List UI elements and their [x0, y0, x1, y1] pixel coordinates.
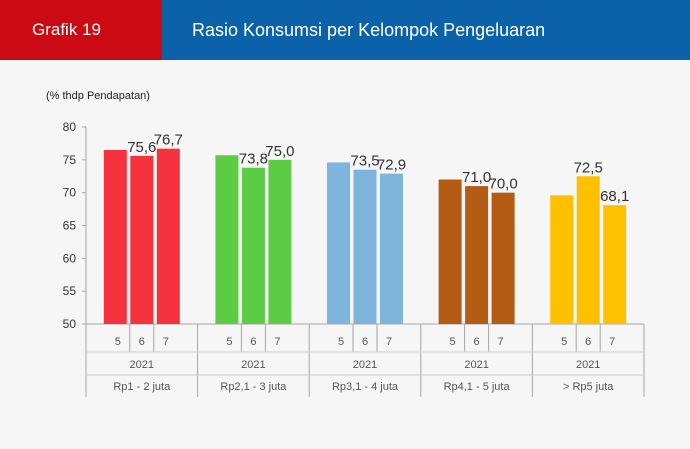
y-tick-label: 70: [63, 186, 77, 200]
figure-number-label: Grafik 19: [0, 0, 162, 60]
y-tick-label: 80: [63, 120, 77, 134]
bar: [550, 195, 574, 324]
bar: [576, 176, 600, 324]
y-tick-label: 65: [63, 219, 77, 233]
data-label: 73,8: [239, 151, 268, 168]
x-tick-label: 5: [450, 336, 456, 348]
x-tick-label: 6: [362, 336, 368, 348]
x-tick-label: 6: [250, 336, 256, 348]
bar: [353, 169, 377, 324]
bar: [327, 162, 350, 324]
x-tick-label: 5: [226, 336, 232, 348]
x-tick-label: 7: [498, 336, 504, 348]
data-label: 75,6: [127, 139, 156, 156]
bar: [268, 159, 292, 324]
bar: [241, 167, 265, 324]
x-tick-label: 6: [474, 336, 480, 348]
year-label: 2021: [130, 359, 154, 371]
category-label: > Rp5 juta: [563, 381, 614, 393]
data-label: 70,0: [488, 176, 517, 193]
data-label: 76,7: [154, 132, 183, 149]
bar: [491, 192, 515, 324]
data-label: 72,9: [377, 157, 406, 174]
category-label: Rp3,1 - 4 juta: [332, 381, 399, 393]
bar: [380, 173, 403, 324]
x-tick-label: 7: [163, 336, 169, 348]
x-tick-label: 5: [338, 336, 344, 348]
y-tick-label: 60: [63, 251, 77, 265]
year-label: 2021: [353, 359, 377, 371]
y-tick-label: 50: [63, 317, 77, 331]
y-tick-label: 75: [63, 153, 77, 167]
chart-title: Rasio Konsumsi per Kelompok Pengeluaran: [162, 0, 690, 60]
year-label: 2021: [576, 359, 600, 371]
y-tick-label: 55: [63, 284, 77, 298]
x-tick-label: 6: [139, 336, 145, 348]
category-label: Rp1 - 2 juta: [113, 381, 171, 393]
y-axis-unit-label: (% thdp Pendapatan): [46, 90, 150, 102]
bar: [156, 148, 180, 324]
chart-header: Grafik 19 Rasio Konsumsi per Kelompok Pe…: [0, 0, 690, 60]
bar: [103, 149, 127, 324]
data-label: 71,0: [462, 169, 491, 186]
data-label: 75,0: [265, 143, 294, 160]
bar: [215, 155, 239, 324]
bar: [465, 186, 489, 324]
year-label: 2021: [241, 359, 265, 371]
category-label: Rp2,1 - 3 juta: [220, 381, 287, 393]
data-label: 72,5: [574, 159, 603, 176]
bar: [130, 155, 154, 324]
data-label: 73,5: [350, 153, 379, 170]
bar: [438, 179, 462, 324]
year-label: 2021: [464, 359, 488, 371]
x-tick-label: 7: [386, 336, 392, 348]
data-label: 68,1: [600, 188, 629, 205]
x-tick-label: 7: [609, 336, 615, 348]
x-tick-label: 7: [274, 336, 280, 348]
bar: [603, 205, 627, 324]
category-label: Rp4,1 - 5 juta: [444, 381, 511, 393]
x-tick-label: 5: [561, 336, 567, 348]
x-tick-label: 6: [585, 336, 591, 348]
x-tick-label: 5: [115, 336, 121, 348]
